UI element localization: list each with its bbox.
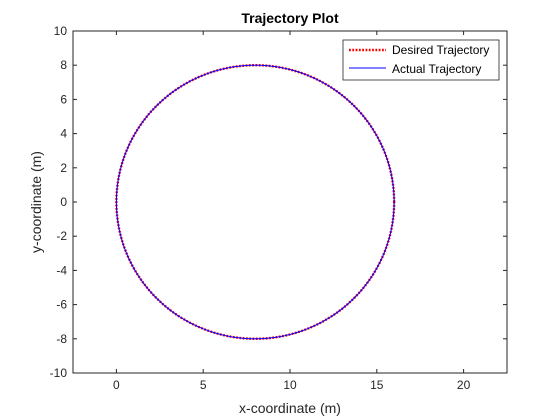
x-tick-label: 5 — [200, 378, 207, 392]
y-tick-label: 2 — [60, 161, 67, 175]
y-tick-label: -8 — [56, 332, 67, 346]
x-axis-label: x-coordinate (m) — [239, 400, 341, 416]
y-tick-label: -10 — [50, 366, 68, 380]
series-layer — [115, 63, 396, 341]
y-tick-label: 4 — [60, 127, 67, 141]
chart-title: Trajectory Plot — [241, 10, 339, 26]
y-axis-ticks: -10 -8 -6 -4 -2 0 2 4 6 8 10 — [50, 24, 507, 380]
y-tick-label: -4 — [56, 263, 67, 277]
legend: Desired Trajectory Actual Trajectory — [342, 39, 500, 81]
x-tick-label: 15 — [370, 378, 384, 392]
legend-box — [342, 39, 500, 81]
y-tick-label: 0 — [60, 195, 67, 209]
x-tick-label: 20 — [457, 378, 471, 392]
y-tick-label: -2 — [56, 229, 67, 243]
y-tick-label: 10 — [54, 24, 68, 38]
legend-label-desired: Desired Trajectory — [392, 43, 489, 57]
x-tick-label: 0 — [113, 378, 120, 392]
x-tick-label: 10 — [283, 378, 297, 392]
legend-label-actual: Actual Trajectory — [392, 62, 481, 76]
series-actual-trajectory — [115, 64, 395, 340]
y-axis-label: y-coordinate (m) — [28, 151, 44, 253]
x-axis-ticks: 0 5 10 15 20 — [113, 31, 471, 392]
y-tick-label: 8 — [60, 58, 67, 72]
y-tick-label: 6 — [60, 92, 67, 106]
plot-area — [72, 30, 508, 374]
y-tick-label: -6 — [56, 298, 67, 312]
